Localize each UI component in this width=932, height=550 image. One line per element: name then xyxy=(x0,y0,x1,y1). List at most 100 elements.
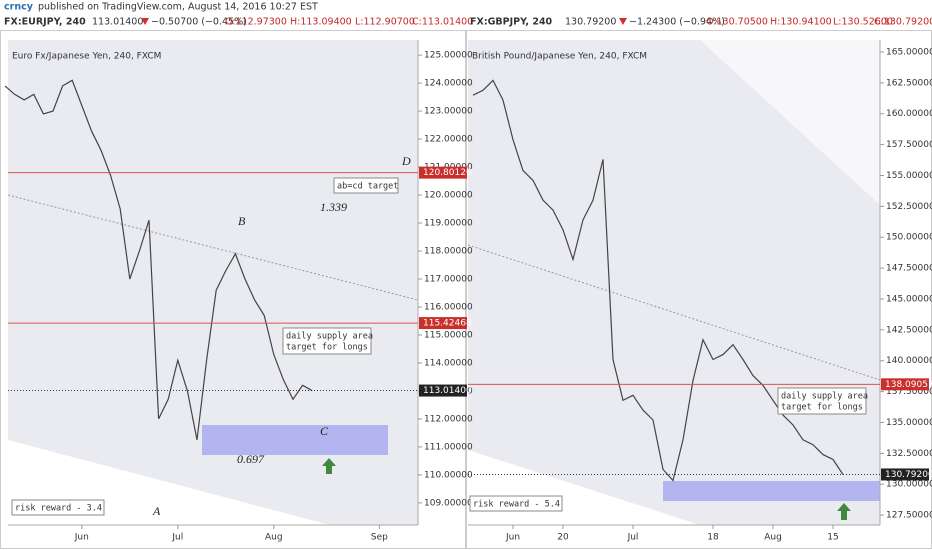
note-box xyxy=(469,495,563,512)
y-tick-label: 122.00000 xyxy=(424,135,473,145)
note-text: risk reward - 3.4 xyxy=(15,504,102,514)
zone xyxy=(202,425,388,455)
note-box xyxy=(11,499,105,516)
level-tag xyxy=(419,317,467,330)
note-box xyxy=(333,177,399,194)
published: published on TradingView.com, August 14,… xyxy=(38,2,318,13)
y-tick-label: 127.50000 xyxy=(886,511,932,521)
x-tick-label: 18 xyxy=(707,533,719,543)
level-tag xyxy=(419,166,467,179)
y-tick-label: 155.00000 xyxy=(886,171,932,181)
change: −1.24300 (−0.94%) xyxy=(629,17,725,28)
y-tick-label: 125.00000 xyxy=(424,51,473,61)
y-tick-label: 118.00000 xyxy=(424,247,473,257)
y-tick-label: 124.00000 xyxy=(424,79,473,89)
y-tick-label: 147.50000 xyxy=(886,264,932,274)
y-tick-label: 135.00000 xyxy=(886,418,932,428)
y-tick-label: 116.00000 xyxy=(424,302,473,312)
y-tick-label: 111.00000 xyxy=(424,442,473,452)
y-tick-label: 119.00000 xyxy=(424,219,473,229)
x-tick-label: Aug xyxy=(265,533,283,543)
open: O:130.70500 xyxy=(706,17,768,28)
y-tick-label: 152.50000 xyxy=(886,202,932,212)
note-box xyxy=(777,387,867,415)
y-tick-label: 140.00000 xyxy=(886,356,932,366)
annotation: 1.339 xyxy=(320,200,347,214)
x-tick-label: Sep xyxy=(371,533,388,543)
price-line xyxy=(4,79,313,441)
last-tag xyxy=(881,468,929,481)
level-tag xyxy=(881,378,929,391)
close: C:113.01400 xyxy=(412,17,473,28)
y-tick-label: 165.00000 xyxy=(886,47,932,57)
annotation: B xyxy=(238,214,246,228)
channel xyxy=(468,40,880,525)
y-tick-label: 110.00000 xyxy=(424,470,473,480)
last-label: 113.01400 xyxy=(423,386,472,396)
y-tick-label: 160.00000 xyxy=(886,109,932,119)
x-tick-label: Jul xyxy=(171,533,183,543)
level-label: 138.09057 xyxy=(885,380,932,390)
note-text: target for longs xyxy=(286,343,368,353)
x-tick-label: Aug xyxy=(764,533,782,543)
annotation: A xyxy=(152,504,161,518)
price: 113.01400 xyxy=(92,17,143,28)
zone xyxy=(663,481,880,501)
symbol: FX:GBPJPY, 240 xyxy=(470,17,553,28)
y-tick-label: 120.00000 xyxy=(424,191,473,201)
x-tick-label: Jul xyxy=(627,533,639,543)
y-tick-label: 115.00000 xyxy=(424,330,473,340)
high: H:130.94100 xyxy=(770,17,832,28)
y-tick-label: 117.00000 xyxy=(424,275,473,285)
legend: Euro Fx/Japanese Yen, 240, FXCM xyxy=(12,52,161,62)
x-tick-label: 15 xyxy=(827,533,838,543)
y-tick-label: 109.00000 xyxy=(424,498,473,508)
y-tick-label: 150.00000 xyxy=(886,233,932,243)
y-tick-label: 114.00000 xyxy=(424,358,473,368)
y-tick-label: 112.00000 xyxy=(424,414,473,424)
low: L:130.52600 xyxy=(833,17,893,28)
arrow xyxy=(837,503,851,520)
channel-edge xyxy=(700,40,880,205)
down-icon xyxy=(141,18,149,25)
note-text: daily supply area xyxy=(286,332,373,342)
change: −0.50700 (−0.45%) xyxy=(151,17,247,28)
x-tick-label: 20 xyxy=(557,533,569,543)
price: 130.79200 xyxy=(565,17,616,28)
last-tag xyxy=(419,384,467,397)
arrow xyxy=(322,458,336,474)
y-tick-label: 142.50000 xyxy=(886,325,932,335)
note-text: ab=cd target xyxy=(337,182,398,192)
x-tick-label: Jun xyxy=(74,533,89,543)
note-box xyxy=(282,327,372,355)
annotation: D xyxy=(401,154,411,168)
channel xyxy=(8,40,418,525)
note-text: target for longs xyxy=(781,403,863,413)
mid-line xyxy=(467,244,881,381)
y-tick-label: 123.00000 xyxy=(424,107,473,117)
y-tick-label: 157.50000 xyxy=(886,140,932,150)
symbol: FX:EURJPY, 240 xyxy=(4,17,86,28)
y-tick-label: 130.00000 xyxy=(886,480,932,490)
low: L:112.90700 xyxy=(355,17,415,28)
down-icon xyxy=(619,18,627,25)
y-tick-label: 145.00000 xyxy=(886,294,932,304)
legend: British Pound/Japanese Yen, 240, FXCM xyxy=(472,52,647,62)
open: O:112.97300 xyxy=(225,17,287,28)
level-label: 115.42468 xyxy=(423,319,472,329)
x-tick-label: Jun xyxy=(505,533,520,543)
high: H:113.09400 xyxy=(290,17,352,28)
y-tick-label: 137.50000 xyxy=(886,387,932,397)
author[interactable]: crncy xyxy=(4,2,34,13)
annotation: 0.697 xyxy=(237,452,265,466)
y-tick-label: 162.50000 xyxy=(886,78,932,88)
close: C:130.79200 xyxy=(874,17,932,28)
note-text: risk reward - 5.4 xyxy=(473,500,560,510)
last-label: 130.79200 xyxy=(885,470,932,480)
note-text: daily supply area xyxy=(781,392,868,402)
mid-line xyxy=(7,194,419,301)
y-tick-label: 132.50000 xyxy=(886,449,932,459)
annotation: C xyxy=(320,424,329,438)
level-label: 120.80120 xyxy=(423,168,472,178)
